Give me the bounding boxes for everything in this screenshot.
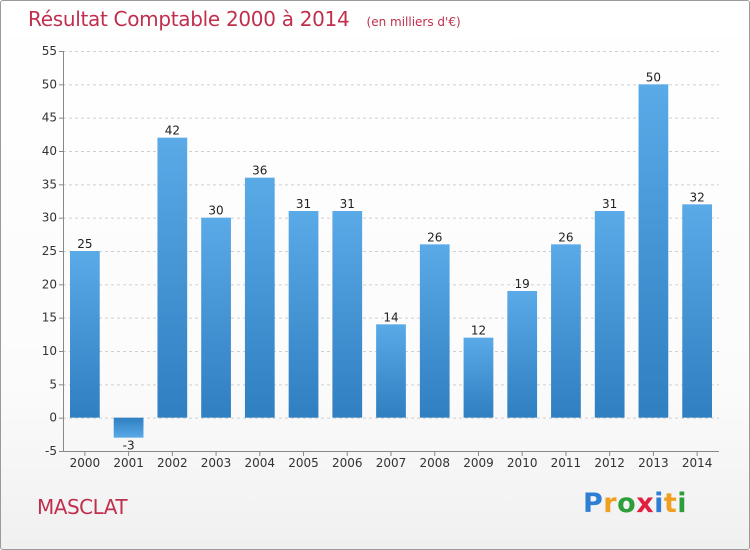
x-tick-label-2000: 2000 [70, 456, 101, 470]
bar-2006 [332, 211, 363, 418]
value-label-2012: 31 [602, 197, 617, 211]
y-tick-label: -5 [45, 444, 57, 458]
y-tick-label: 0 [49, 411, 57, 425]
value-label-2010: 19 [515, 277, 530, 291]
bar-2014 [682, 204, 713, 418]
x-tick-label-2014: 2014 [682, 456, 713, 470]
commune-name: MASCLAT [37, 495, 128, 519]
y-tick-label: 45 [42, 111, 57, 125]
y-tick-label: 55 [42, 44, 57, 58]
value-label-2001: -3 [123, 439, 135, 453]
bar-2002 [157, 137, 188, 418]
y-tick-label: 15 [42, 311, 57, 325]
value-label-2011: 26 [558, 230, 573, 244]
value-label-2005: 31 [296, 197, 311, 211]
value-label-2006: 31 [340, 197, 355, 211]
value-label-2002: 42 [165, 124, 180, 138]
bar-2008 [419, 244, 450, 418]
value-label-2007: 14 [383, 310, 398, 324]
x-tick-label-2001: 2001 [113, 456, 144, 470]
x-tick-label-2005: 2005 [288, 456, 319, 470]
logo-letter: o [617, 488, 637, 519]
value-label-2003: 30 [208, 204, 223, 218]
value-label-2000: 25 [77, 237, 92, 251]
logo-letter: P [583, 488, 604, 519]
y-tick-label: 10 [42, 344, 57, 358]
x-tick-label-2011: 2011 [551, 456, 582, 470]
bar-2007 [376, 324, 406, 418]
x-tick-label-2009: 2009 [463, 456, 494, 470]
logo-letter: r [603, 488, 618, 519]
value-label-2014: 32 [689, 190, 704, 204]
x-tick-label-2013: 2013 [638, 456, 669, 470]
title-row: Résultat Comptable 2000 à 2014 (en milli… [28, 7, 461, 31]
bar-2000 [69, 251, 100, 418]
y-tick-label: 50 [42, 77, 57, 91]
y-tick-label: 30 [42, 211, 57, 225]
bar-2010 [507, 291, 538, 418]
chart-title: Résultat Comptable 2000 à 2014 [28, 7, 350, 31]
proxiti-logo: Proxiti [583, 488, 687, 519]
x-tick-label-2012: 2012 [594, 456, 625, 470]
bar-2009 [463, 337, 494, 418]
x-tick-label-2004: 2004 [245, 456, 276, 470]
logo-letter: t [663, 488, 678, 519]
chart-unit: (en milliers d'€) [366, 15, 461, 29]
y-tick-label: 40 [42, 144, 57, 158]
x-tick-label-2007: 2007 [376, 456, 407, 470]
value-label-2004: 36 [252, 164, 267, 178]
bar-2001 [113, 417, 144, 438]
x-tick-label-2002: 2002 [157, 456, 188, 470]
value-label-2008: 26 [427, 230, 442, 244]
y-tick-label: 25 [42, 244, 57, 258]
bar-2003 [201, 217, 231, 418]
y-tick-label: 20 [42, 277, 57, 291]
x-tick-label-2010: 2010 [507, 456, 538, 470]
y-tick-label: 35 [42, 177, 57, 191]
x-tick-label-2006: 2006 [332, 456, 363, 470]
value-label-2013: 50 [646, 70, 661, 84]
bar-2004 [244, 177, 275, 418]
bar-2005 [288, 211, 319, 418]
value-label-2009: 12 [471, 324, 486, 338]
bar-2013 [638, 84, 669, 418]
logo-letter: i [677, 488, 688, 519]
logo-letter: i [654, 488, 664, 519]
logo-letter: x [636, 488, 655, 519]
y-tick-label: 5 [49, 377, 57, 391]
x-tick-label-2008: 2008 [419, 456, 450, 470]
bar-2011 [551, 244, 581, 418]
x-tick-label-2003: 2003 [201, 456, 232, 470]
bar-2012 [594, 211, 625, 418]
